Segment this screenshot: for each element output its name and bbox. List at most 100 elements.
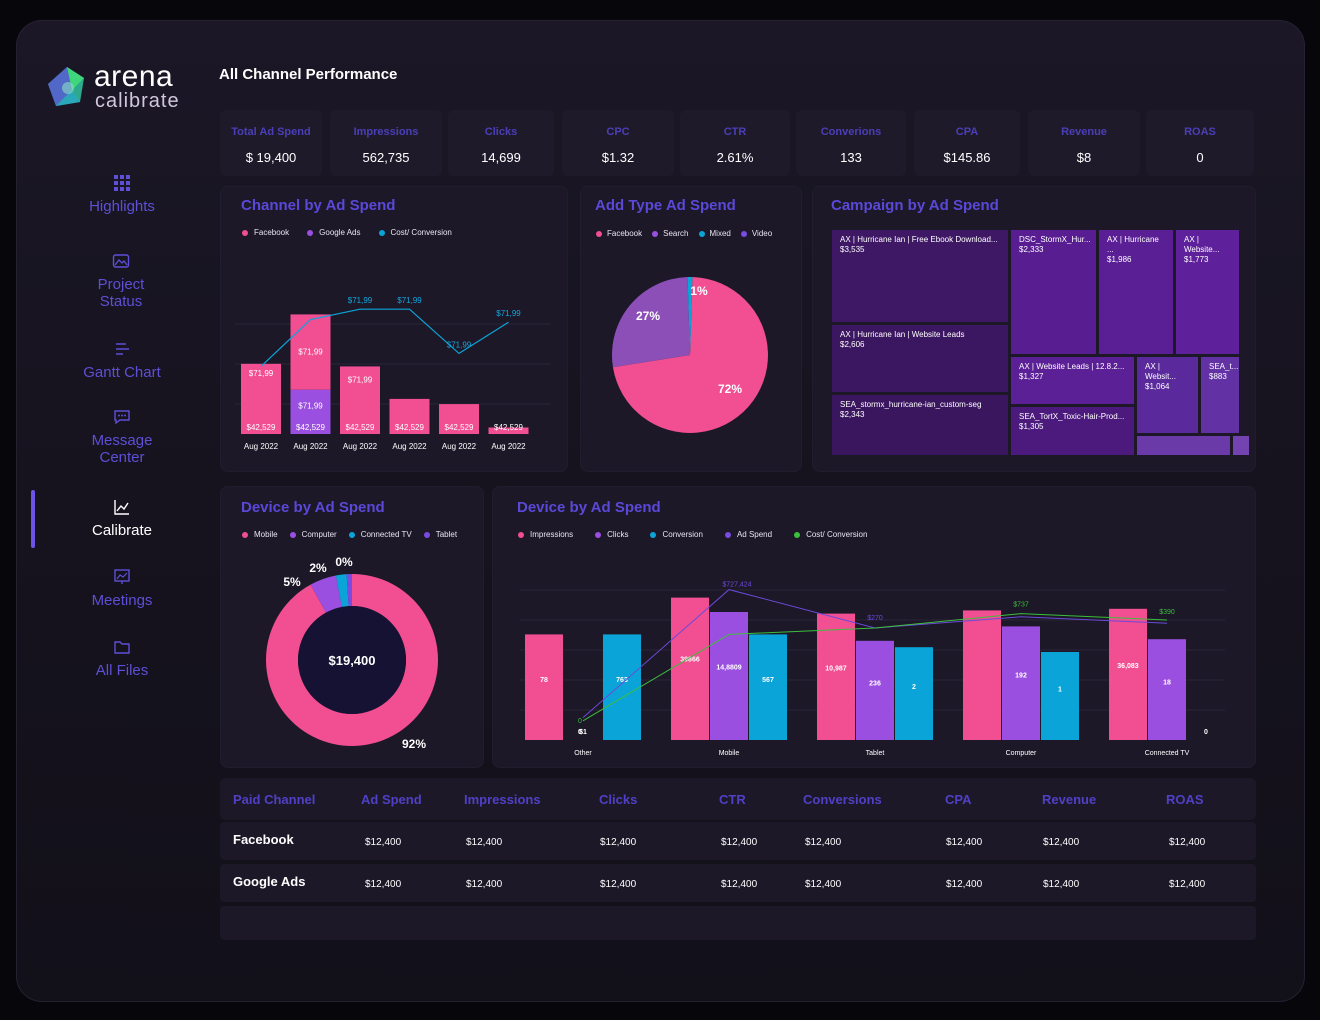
x-tick-label: Tablet: [866, 750, 885, 757]
bar-facebook: [439, 404, 479, 434]
treemap-cell[interactable]: SEA_t... $883: [1201, 357, 1239, 433]
device-bars-legend: Impressions Clicks Conversion Ad Spend C…: [518, 530, 867, 539]
cell: $12,400: [1043, 879, 1080, 890]
treemap-cell[interactable]: DSC_StormX_Hur... $2,333: [1011, 230, 1096, 354]
x-tick-label: Aug 2022: [244, 442, 279, 451]
cell: $12,400: [1043, 837, 1080, 848]
line-label: $727,424: [722, 582, 751, 589]
cell-channel: Facebook: [233, 832, 294, 847]
device-donut-title: Device by Ad Spend: [241, 499, 385, 516]
treemap-cell[interactable]: SEA_stormx_hurricane-ian_custom-seg $2,34…: [832, 395, 1008, 455]
bar: [1002, 626, 1040, 740]
kpi-label: Revenue: [1061, 126, 1107, 138]
kpi-label: CTR: [723, 126, 747, 138]
legend-video: Video: [740, 229, 772, 238]
cell: $12,400: [466, 837, 503, 848]
device-bars-chart: 78 $1 763 Other 39866 14,8809 567 Mobile 10,987 2…: [520, 582, 1225, 757]
nav-label: Project Status: [97, 276, 145, 310]
bar: [1148, 639, 1186, 740]
treemap-cell[interactable]: AX | Website Leads | 12.8.2... $1,327: [1011, 357, 1134, 404]
add-type-legend: Facebook Search Mixed Video: [596, 229, 772, 238]
line-label: $71,99: [397, 296, 422, 305]
kpi-label: ROAS: [1184, 126, 1216, 138]
kpi-label: Clicks: [484, 126, 518, 138]
bar-label: $71,99: [298, 401, 323, 410]
nav-message-center[interactable]: Message Center: [32, 408, 212, 466]
table-header: Paid Channel Ad Spend Impressions Clicks…: [220, 778, 1256, 820]
cell: $12,400: [805, 879, 842, 890]
nav-meetings[interactable]: Meetings: [32, 568, 212, 609]
table-row[interactable]: Facebook $12,400 $12,400 $12,400 $12,400…: [220, 822, 1256, 860]
bar-facebook: [488, 427, 529, 434]
bar: [710, 612, 748, 740]
treemap-cell[interactable]: [1137, 436, 1230, 455]
line-label: $270: [867, 615, 883, 622]
th-roas[interactable]: ROAS: [1166, 792, 1204, 807]
bar-facebook: [290, 314, 331, 390]
legend-clicks: Clicks: [595, 530, 628, 539]
cell: $12,400: [365, 879, 402, 890]
treemap-cell[interactable]: SEA_TortX_Toxic-Hair-Prod... $1,305: [1011, 407, 1134, 455]
nav-calibrate[interactable]: Calibrate: [32, 498, 212, 539]
cost-conversion-line: [260, 308, 509, 367]
treemap-cell[interactable]: AX | Hurricane Ian | Free Ebook Download…: [832, 230, 1008, 322]
cell: $12,400: [600, 879, 637, 890]
treemap-cell[interactable]: AX | Website... $1,773: [1176, 230, 1239, 354]
bar-label: $42,529: [247, 423, 276, 432]
x-tick-label: Computer: [1006, 750, 1037, 757]
th-paid-channel[interactable]: Paid Channel: [233, 792, 316, 807]
th-cpa[interactable]: CPA: [945, 792, 972, 807]
nav-highlights[interactable]: Highlights: [32, 174, 212, 215]
bar: [671, 597, 709, 740]
x-tick-label: Aug 2022: [491, 442, 526, 451]
kpi-value: 562,735: [362, 150, 410, 165]
table-row[interactable]: Google Ads $12,400 $12,400 $12,400 $12,4…: [220, 864, 1256, 902]
bar-label: $42,529: [296, 423, 325, 432]
bar-label: 39866: [680, 657, 700, 664]
legend-cost-conversion: Cost/ Conversion: [378, 228, 452, 237]
nav-project-status[interactable]: Project Status: [32, 252, 210, 310]
nav-label: Highlights: [89, 198, 155, 215]
device-donut-chart: $19,400 92% 5% 2% 0%: [266, 555, 438, 751]
nav-gantt-chart[interactable]: Gantt Chart: [32, 340, 212, 381]
nav-label: Gantt Chart: [83, 364, 161, 381]
treemap-cell[interactable]: AX | Hurricane Ian | Website Leads $2,606: [832, 325, 1008, 392]
th-conversions[interactable]: Conversions: [803, 792, 882, 807]
th-ctr[interactable]: CTR: [719, 792, 746, 807]
kpi-label: Impressions: [353, 126, 419, 138]
pie-slice: [612, 277, 768, 433]
bar-label: $42,529: [395, 423, 424, 432]
page-title: All Channel Performance: [219, 66, 398, 83]
bar-google-ads: [290, 389, 331, 434]
bar-label: 14,8809: [716, 665, 741, 672]
cell: $12,400: [1169, 837, 1206, 848]
line-label: $71,99: [447, 340, 472, 349]
legend-search: Search: [652, 229, 689, 238]
th-ad-spend[interactable]: Ad Spend: [361, 792, 422, 807]
x-tick-label: Connected TV: [1145, 750, 1190, 757]
donut-hole: [298, 606, 406, 714]
bar-facebook: [241, 363, 281, 434]
kpi-value: $8: [1076, 150, 1092, 165]
treemap-cell[interactable]: AX | Hurricane ... $1,986: [1099, 230, 1173, 354]
th-impressions[interactable]: Impressions: [464, 792, 541, 807]
th-revenue[interactable]: Revenue: [1042, 792, 1097, 807]
treemap-cell[interactable]: [1233, 436, 1249, 455]
kpi-label: Converions: [820, 126, 882, 138]
x-tick-label: Mobile: [719, 750, 740, 757]
channel-ad-spend-chart: $42,529 $71,99 Aug 2022 $42,529 $71,99 $71,99…: [235, 296, 550, 451]
slice-label: 27%: [636, 309, 660, 323]
cell: $12,400: [721, 837, 758, 848]
legend-connected-tv: Connected TV: [348, 530, 412, 539]
cell: $12,400: [946, 879, 983, 890]
kpi-value: 133: [840, 150, 862, 165]
legend-google-ads: Google Ads: [307, 228, 361, 237]
donut-center-label: $19,400: [329, 653, 376, 668]
kpi-impressions: Impressions 562,735: [330, 110, 442, 176]
nav-all-files[interactable]: All Files: [32, 638, 212, 679]
th-clicks[interactable]: Clicks: [599, 792, 638, 807]
cell: $12,400: [805, 837, 842, 848]
treemap-cell[interactable]: AX | Websit... $1,064: [1137, 357, 1198, 433]
cell: $12,400: [600, 837, 637, 848]
bar-label: 192: [1015, 673, 1027, 680]
